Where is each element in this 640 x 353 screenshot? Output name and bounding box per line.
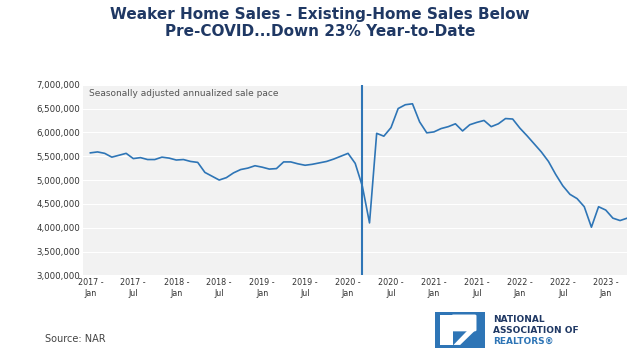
- Text: REALTORS®: REALTORS®: [493, 336, 554, 346]
- Text: Seasonally adjusted annualized sale pace: Seasonally adjusted annualized sale pace: [88, 89, 278, 97]
- FancyBboxPatch shape: [435, 312, 485, 348]
- Text: Source: NAR: Source: NAR: [45, 334, 106, 344]
- Text: NATIONAL: NATIONAL: [493, 315, 545, 324]
- Text: ASSOCIATION OF: ASSOCIATION OF: [493, 325, 579, 335]
- Bar: [440, 315, 454, 345]
- Polygon shape: [454, 330, 476, 345]
- FancyBboxPatch shape: [452, 315, 476, 331]
- Text: Weaker Home Sales - Existing-Home Sales Below
Pre-COVID...Down 23% Year-to-Date: Weaker Home Sales - Existing-Home Sales …: [110, 7, 530, 40]
